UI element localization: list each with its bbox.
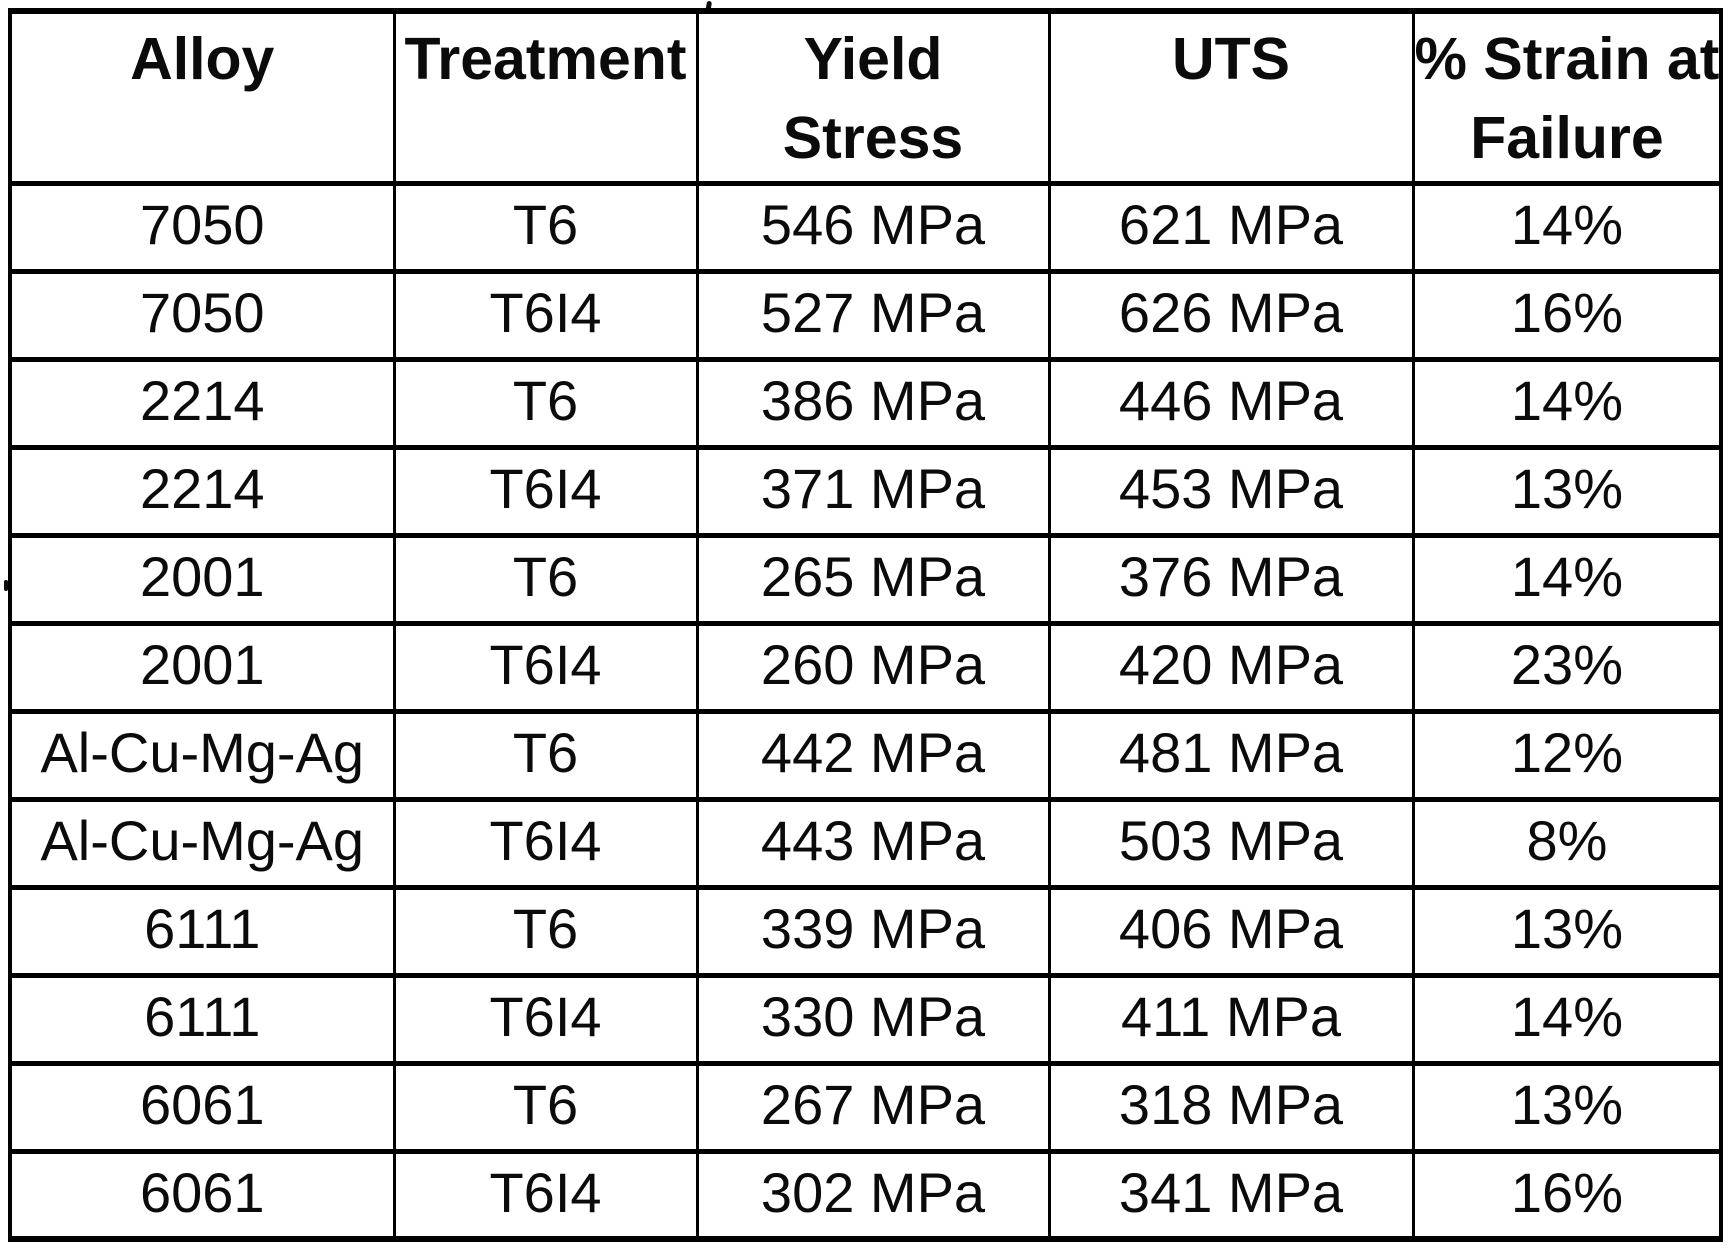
cell-yield-stress: 527 MPa <box>695 268 1051 362</box>
cell-alloy: Al-Cu-Mg-Ag <box>8 796 396 890</box>
cell-strain-at-failure: 12% <box>1411 708 1723 802</box>
cell-alloy: 6111 <box>8 884 396 978</box>
cell-alloy: 6061 <box>8 1148 396 1242</box>
cell-yield-stress: 443 MPa <box>695 796 1051 890</box>
cell-alloy: Al-Cu-Mg-Ag <box>8 708 396 802</box>
cell-uts: 406 MPa <box>1047 884 1415 978</box>
table-row: 6111 T6 339 MPa 406 MPa 13% <box>8 884 1723 978</box>
cell-alloy: 2214 <box>8 444 396 538</box>
cell-alloy: 2001 <box>8 532 396 626</box>
cell-treatment: T6 <box>392 180 699 274</box>
header-line <box>397 99 694 178</box>
cell-strain-at-failure: 14% <box>1411 972 1723 1066</box>
table-row: 2214 T6 386 MPa 446 MPa 14% <box>8 356 1723 450</box>
alloy-properties-table: Alloy Treatment Yield Stress UTS % Strai… <box>8 8 1724 1242</box>
cell-uts: 453 MPa <box>1047 444 1415 538</box>
column-header-alloy: Alloy <box>8 8 396 186</box>
cell-uts: 446 MPa <box>1047 356 1415 450</box>
cell-strain-at-failure: 16% <box>1411 268 1723 362</box>
header-line: UTS <box>1172 26 1290 92</box>
cell-treatment: T6I4 <box>392 972 699 1066</box>
header-line: Alloy <box>130 26 275 92</box>
cell-uts: 318 MPa <box>1047 1060 1415 1154</box>
header-line: Failure <box>1470 105 1664 171</box>
cell-yield-stress: 260 MPa <box>695 620 1051 714</box>
cell-uts: 621 MPa <box>1047 180 1415 274</box>
table-row: 7050 T6 546 MPa 621 MPa 14% <box>8 180 1723 274</box>
column-header-uts: UTS <box>1047 8 1415 186</box>
column-header-treatment: Treatment <box>392 8 699 186</box>
scan-artifact <box>4 580 8 591</box>
cell-treatment: T6I4 <box>392 620 699 714</box>
cell-treatment: T6I4 <box>392 444 699 538</box>
header-line: Yield <box>803 26 943 92</box>
header-line: Treatment <box>404 26 687 92</box>
header-line <box>1052 99 1410 178</box>
cell-strain-at-failure: 23% <box>1411 620 1723 714</box>
header-line: Stress <box>782 105 964 171</box>
cell-uts: 481 MPa <box>1047 708 1415 802</box>
cell-strain-at-failure: 13% <box>1411 444 1723 538</box>
cell-yield-stress: 302 MPa <box>695 1148 1051 1242</box>
cell-treatment: T6I4 <box>392 268 699 362</box>
cell-treatment: T6 <box>392 708 699 802</box>
cell-alloy: 6061 <box>8 1060 396 1154</box>
header-line: % Strain at <box>1414 26 1720 92</box>
table-row: 6061 T6 267 MPa 318 MPa 13% <box>8 1060 1723 1154</box>
cell-treatment: T6I4 <box>392 796 699 890</box>
cell-treatment: T6I4 <box>392 1148 699 1242</box>
cell-yield-stress: 267 MPa <box>695 1060 1051 1154</box>
cell-strain-at-failure: 14% <box>1411 356 1723 450</box>
cell-uts: 420 MPa <box>1047 620 1415 714</box>
header-line <box>13 99 391 178</box>
table-row: Al-Cu-Mg-Ag T6I4 443 MPa 503 MPa 8% <box>8 796 1723 890</box>
column-header-yield-stress: Yield Stress <box>695 8 1051 186</box>
cell-yield-stress: 265 MPa <box>695 532 1051 626</box>
cell-alloy: 7050 <box>8 180 396 274</box>
cell-treatment: T6 <box>392 884 699 978</box>
cell-uts: 411 MPa <box>1047 972 1415 1066</box>
cell-yield-stress: 442 MPa <box>695 708 1051 802</box>
table-row: 2214 T6I4 371 MPa 453 MPa 13% <box>8 444 1723 538</box>
cell-alloy: 2214 <box>8 356 396 450</box>
table-row: 6061 T6I4 302 MPa 341 MPa 16% <box>8 1148 1723 1242</box>
column-header-strain-at-failure: % Strain at Failure <box>1411 8 1723 186</box>
cell-uts: 341 MPa <box>1047 1148 1415 1242</box>
cell-treatment: T6 <box>392 356 699 450</box>
cell-uts: 626 MPa <box>1047 268 1415 362</box>
table-row: 2001 T6 265 MPa 376 MPa 14% <box>8 532 1723 626</box>
cell-yield-stress: 330 MPa <box>695 972 1051 1066</box>
cell-strain-at-failure: 13% <box>1411 884 1723 978</box>
cell-treatment: T6 <box>392 532 699 626</box>
cell-alloy: 7050 <box>8 268 396 362</box>
cell-treatment: T6 <box>392 1060 699 1154</box>
header-row: Alloy Treatment Yield Stress UTS % Strai… <box>8 8 1723 186</box>
table-row: Al-Cu-Mg-Ag T6 442 MPa 481 MPa 12% <box>8 708 1723 802</box>
table-row: 7050 T6I4 527 MPa 626 MPa 16% <box>8 268 1723 362</box>
cell-alloy: 2001 <box>8 620 396 714</box>
cell-yield-stress: 386 MPa <box>695 356 1051 450</box>
cell-yield-stress: 339 MPa <box>695 884 1051 978</box>
cell-strain-at-failure: 8% <box>1411 796 1723 890</box>
cell-alloy: 6111 <box>8 972 396 1066</box>
cell-uts: 503 MPa <box>1047 796 1415 890</box>
table-row: 6111 T6I4 330 MPa 411 MPa 14% <box>8 972 1723 1066</box>
cell-strain-at-failure: 14% <box>1411 180 1723 274</box>
cell-strain-at-failure: 14% <box>1411 532 1723 626</box>
cell-yield-stress: 371 MPa <box>695 444 1051 538</box>
cell-strain-at-failure: 16% <box>1411 1148 1723 1242</box>
table-row: 2001 T6I4 260 MPa 420 MPa 23% <box>8 620 1723 714</box>
cell-uts: 376 MPa <box>1047 532 1415 626</box>
cell-yield-stress: 546 MPa <box>695 180 1051 274</box>
cell-strain-at-failure: 13% <box>1411 1060 1723 1154</box>
